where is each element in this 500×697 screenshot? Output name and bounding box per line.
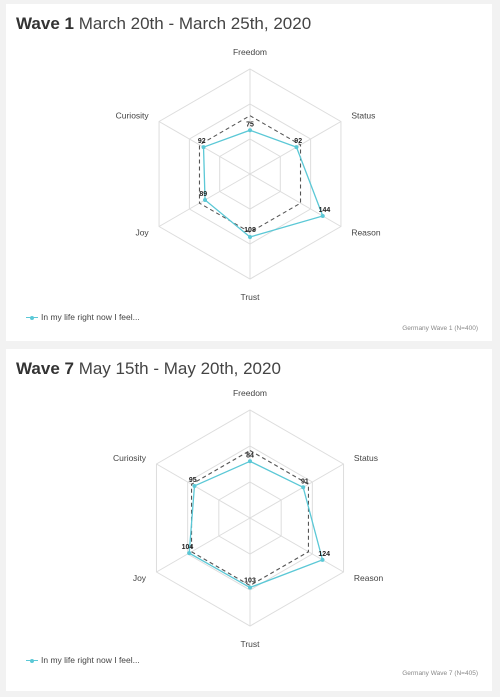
data-point-status[interactable] xyxy=(301,485,306,490)
grid-spoke xyxy=(156,463,251,519)
axis-label-status: Status xyxy=(351,111,375,121)
axis-label-freedom: Freedom xyxy=(233,47,267,57)
axis-label-curiosity: Curiosity xyxy=(113,453,147,463)
axis-label-trust: Trust xyxy=(240,639,260,649)
data-label-trust: 103 xyxy=(244,578,256,585)
legend-marker-icon xyxy=(26,658,38,664)
data-point-reason[interactable] xyxy=(320,557,325,562)
data-label-reason: 124 xyxy=(318,551,330,558)
axis-label-joy: Joy xyxy=(133,573,147,583)
axis-label-joy: Joy xyxy=(135,228,149,238)
data-point-joy[interactable] xyxy=(187,551,192,556)
data-point-trust[interactable] xyxy=(248,235,252,239)
axis-label-freedom: Freedom xyxy=(233,388,267,398)
chart-title-dates: May 15th - May 20th, 2020 xyxy=(73,359,281,378)
baseline-series xyxy=(190,449,310,587)
legend[interactable]: In my life right now I feel... xyxy=(26,312,140,322)
baseline-series xyxy=(198,115,302,233)
chart-title: Wave 7 May 15th - May 20th, 2020 xyxy=(16,359,281,379)
axis-label-reason: Reason xyxy=(354,573,384,583)
legend-marker-icon xyxy=(26,315,38,321)
data-label-freedom: 84 xyxy=(246,452,254,459)
chart-title-wave: Wave 7 xyxy=(16,359,74,378)
chart-title-dates: March 20th - March 25th, 2020 xyxy=(73,14,312,33)
chart-title-wave: Wave 1 xyxy=(16,14,74,33)
data-point-curiosity[interactable] xyxy=(201,145,206,150)
data-label-status: 92 xyxy=(294,138,302,145)
grid-spoke xyxy=(249,463,344,519)
data-label-curiosity: 95 xyxy=(189,477,197,484)
sample-footnote: Germany Wave 1 (N=400) xyxy=(402,325,478,332)
chart-title: Wave 1 March 20th - March 25th, 2020 xyxy=(16,14,311,34)
grid-spoke xyxy=(156,517,251,573)
radar-chart-wave-7: Freedom Status Reason Trust Joy Curiosity 84 91… xyxy=(113,388,384,649)
data-label-joy: 104 xyxy=(182,544,194,551)
data-label-joy: 89 xyxy=(199,191,207,198)
data-label-freedom: 75 xyxy=(246,121,254,128)
data-point-freedom[interactable] xyxy=(248,128,252,133)
radar-grid xyxy=(158,68,342,280)
data-label-curiosity: 92 xyxy=(198,138,206,145)
data-point-reason[interactable] xyxy=(320,214,325,218)
sample-footnote: Germany Wave 7 (N=405) xyxy=(402,670,478,677)
axis-label-trust: Trust xyxy=(240,292,260,302)
axis-label-curiosity: Curiosity xyxy=(116,111,150,121)
chart-card-wave-7: Wave 7 May 15th - May 20th, 2020 Freedom… xyxy=(6,349,492,691)
data-label-status: 91 xyxy=(301,478,309,485)
radar-chart-wave-1: Freedom Status Reason Trust Joy Curiosity 75 92… xyxy=(116,47,381,302)
data-point-curiosity[interactable] xyxy=(192,483,197,488)
grid-spoke xyxy=(249,173,342,227)
legend-label: In my life right now I feel... xyxy=(41,655,140,665)
legend[interactable]: In my life right now I feel... xyxy=(26,655,140,665)
data-label-reason: 144 xyxy=(319,207,331,214)
data-point-joy[interactable] xyxy=(203,197,208,202)
data-point-trust[interactable] xyxy=(248,585,252,590)
data-point-status[interactable] xyxy=(294,145,299,150)
axis-label-status: Status xyxy=(354,453,378,463)
legend-label: In my life right now I feel... xyxy=(41,312,140,322)
radar-grid xyxy=(155,409,345,627)
grid-spoke xyxy=(249,517,344,573)
data-label-trust: 108 xyxy=(244,227,256,234)
chart-card-wave-1: Wave 1 March 20th - March 25th, 2020 Fre… xyxy=(6,4,492,341)
axis-label-reason: Reason xyxy=(351,228,381,238)
data-point-freedom[interactable] xyxy=(248,459,252,464)
